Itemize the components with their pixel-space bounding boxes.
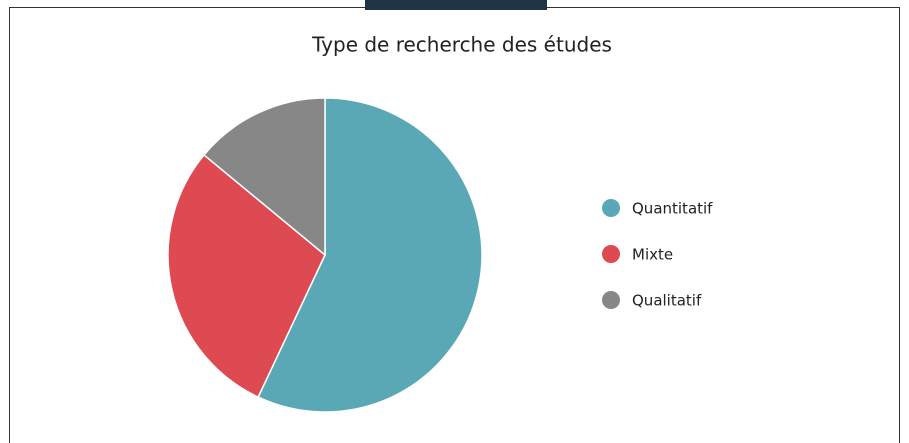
legend-swatch	[602, 199, 620, 217]
legend-label: Mixte	[632, 246, 673, 264]
legend-label: Quantitatif	[632, 200, 713, 218]
header-tab	[365, 0, 547, 10]
pie-slice	[202, 97, 326, 257]
legend-label: Qualitatif	[632, 292, 702, 310]
pie-slice	[167, 153, 326, 399]
legend-swatch	[602, 245, 620, 263]
legend-swatch	[602, 291, 620, 309]
chart-title: Type de recherche des études	[311, 33, 612, 57]
pie-slice	[257, 97, 483, 413]
